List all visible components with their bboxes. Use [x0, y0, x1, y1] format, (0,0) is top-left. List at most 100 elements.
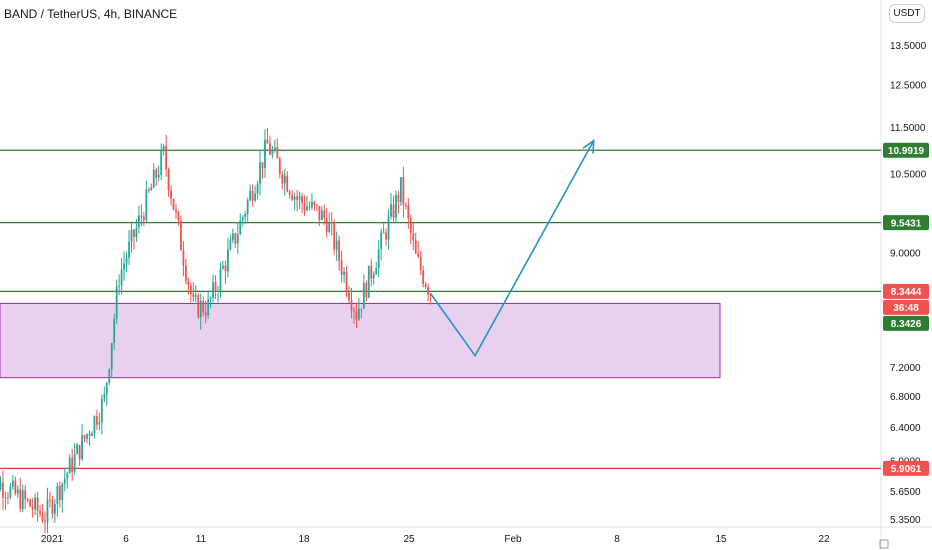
candle-body — [105, 382, 108, 395]
candle-body — [110, 342, 113, 370]
candle-body — [88, 434, 91, 436]
candle-body — [392, 204, 395, 218]
price-tick-label: 9.0000 — [890, 249, 921, 260]
axis-settings-icon — [879, 539, 889, 549]
price-label-box — [883, 215, 929, 231]
chart-title: BAND / TetherUS, 4h, BINANCE — [4, 7, 178, 21]
price-tick-label: 13.5000 — [890, 41, 927, 52]
candle-body — [66, 473, 69, 479]
time-axis[interactable]: 2021 6 11 18 25 Feb 8 15 22 — [41, 534, 889, 549]
candle-body — [31, 506, 34, 510]
candle-body — [414, 240, 417, 254]
candle-body — [39, 510, 41, 514]
candle-body — [78, 444, 81, 460]
candle-body — [390, 204, 392, 217]
candle-body — [372, 274, 375, 279]
candle-body — [93, 416, 96, 434]
candle-body — [202, 300, 205, 313]
price-label-text: 10.9919 — [888, 146, 925, 157]
price-tick-label: 10.5000 — [890, 170, 927, 181]
price-label-text: 9.5431 — [891, 218, 922, 229]
candle-body — [397, 194, 400, 202]
candle-body — [96, 416, 98, 425]
candle-body — [135, 227, 138, 237]
candle-body — [21, 490, 24, 510]
candle-body — [377, 249, 380, 269]
candle-body — [86, 434, 88, 439]
candle-body — [370, 265, 373, 279]
candle-body — [254, 193, 256, 201]
candle-body — [108, 369, 111, 383]
candle-body — [353, 310, 355, 312]
price-label-level-red: 8.3444 — [883, 283, 929, 299]
candle-body — [400, 177, 402, 202]
projection-arrowhead — [582, 139, 595, 154]
candle-body — [118, 285, 121, 287]
candle-body — [147, 189, 150, 191]
candle-body — [26, 499, 29, 501]
candle-body — [303, 203, 306, 211]
candle-body — [266, 139, 269, 144]
candle-body — [91, 433, 93, 436]
candle-body — [150, 187, 153, 191]
candle-body — [404, 204, 407, 206]
candle-body — [273, 147, 276, 151]
candle-body — [145, 189, 148, 221]
horizontal-levels — [0, 149, 881, 469]
candle-body — [160, 150, 163, 175]
candle-body — [209, 298, 212, 300]
candle-body — [251, 190, 254, 201]
candle-body — [231, 233, 234, 241]
candle-body — [311, 202, 313, 208]
candle-body — [422, 270, 425, 285]
candle-body — [298, 196, 301, 200]
candle-body — [187, 280, 190, 286]
price-label-box — [883, 315, 929, 331]
price-label-box — [883, 460, 929, 476]
candle-body — [249, 190, 252, 201]
candle-body — [194, 295, 197, 297]
candle-body — [199, 300, 202, 318]
candle-body — [19, 489, 22, 510]
price-tick-label: 11.5000 — [890, 123, 926, 134]
candle-body — [73, 453, 76, 472]
candle-body — [125, 257, 128, 264]
currency-button[interactable]: USDT — [889, 4, 925, 23]
candle-body — [41, 513, 44, 522]
candle-body — [157, 174, 160, 178]
time-tick-label: 18 — [298, 534, 310, 545]
candle-body — [395, 194, 397, 218]
price-axis[interactable]: 13.5000 12.5000 11.5000 10.5000 9.0000 7.2000… — [890, 41, 927, 526]
candle-body — [217, 290, 219, 292]
candle-body — [175, 209, 177, 212]
candle-body — [264, 139, 266, 169]
candle-body — [182, 250, 185, 266]
candle-body — [152, 169, 155, 188]
candle-body — [98, 422, 101, 425]
candle-body — [130, 229, 133, 242]
candle-body — [29, 499, 32, 507]
candle-body — [11, 480, 14, 487]
candle-body — [100, 398, 103, 423]
candle-body — [296, 196, 299, 200]
candle-body — [323, 210, 326, 218]
candle-body — [138, 215, 140, 228]
time-tick-label: 8 — [614, 534, 620, 545]
candle-body — [24, 490, 27, 500]
candle-body — [81, 435, 83, 460]
candle-body — [318, 206, 321, 220]
candle-body — [68, 457, 71, 474]
candle-body — [51, 500, 54, 514]
candle-body — [34, 497, 37, 510]
candle-body — [140, 215, 143, 217]
candle-body — [276, 147, 279, 159]
candle-body — [184, 265, 187, 281]
price-labels: 10.9919 9.5431 8.3444 36:48 8.3426 5.9061 — [883, 142, 929, 476]
candle-body — [362, 282, 365, 309]
candle-body — [365, 282, 368, 298]
candle-body — [288, 191, 291, 195]
candle-body — [241, 217, 244, 221]
candle-body — [53, 504, 56, 514]
candle-body — [313, 202, 316, 206]
